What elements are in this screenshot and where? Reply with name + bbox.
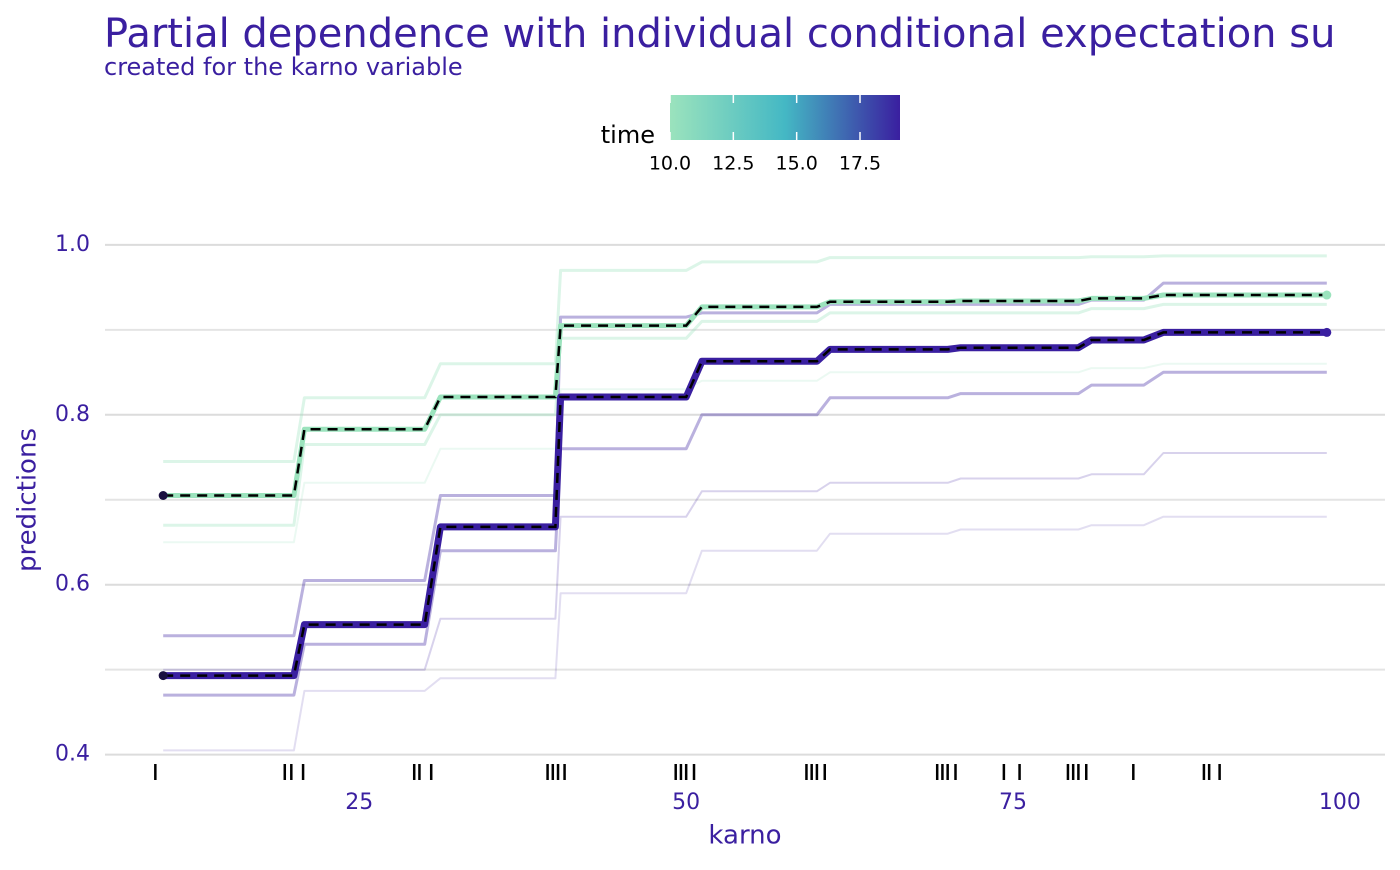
colorbar-tick-label: 12.5 — [712, 153, 754, 175]
x-tick-label: 75 — [999, 790, 1027, 815]
colorbar-tick-label: 15.0 — [776, 153, 818, 175]
chart-subtitle: created for the karno variable — [104, 53, 463, 81]
pd-mean-line — [163, 293, 1327, 497]
end-point — [1322, 327, 1332, 337]
y-tick-label: 0.4 — [55, 742, 90, 767]
end-point — [158, 671, 168, 681]
ice-line — [163, 515, 1327, 752]
chart-title: Partial dependence with individual condi… — [104, 11, 1335, 57]
x-tick-label: 100 — [1319, 790, 1361, 815]
x-tick-label: 25 — [345, 790, 373, 815]
y-tick-label: 0.8 — [55, 402, 90, 427]
end-point — [158, 491, 168, 501]
x-tick-label: 50 — [672, 790, 700, 815]
colorbar-tick-label: 10.0 — [649, 153, 691, 175]
y-tick-label: 1.0 — [55, 232, 90, 257]
legend-title: time — [601, 121, 655, 149]
ice-line — [163, 302, 1327, 527]
pd-line — [163, 328, 1327, 680]
ice-line — [163, 362, 1327, 544]
pd-mean-line — [163, 331, 1327, 677]
ice-line — [163, 370, 1327, 697]
ice-line — [163, 254, 1327, 463]
x-axis-label: karno — [708, 821, 781, 851]
colorbar — [670, 95, 900, 140]
colorbar-tick-label: 17.5 — [839, 153, 881, 175]
y-tick-label: 0.6 — [55, 572, 90, 597]
y-axis-label: predictions — [13, 428, 43, 572]
ice-line — [163, 452, 1327, 671]
end-point — [1322, 290, 1332, 300]
